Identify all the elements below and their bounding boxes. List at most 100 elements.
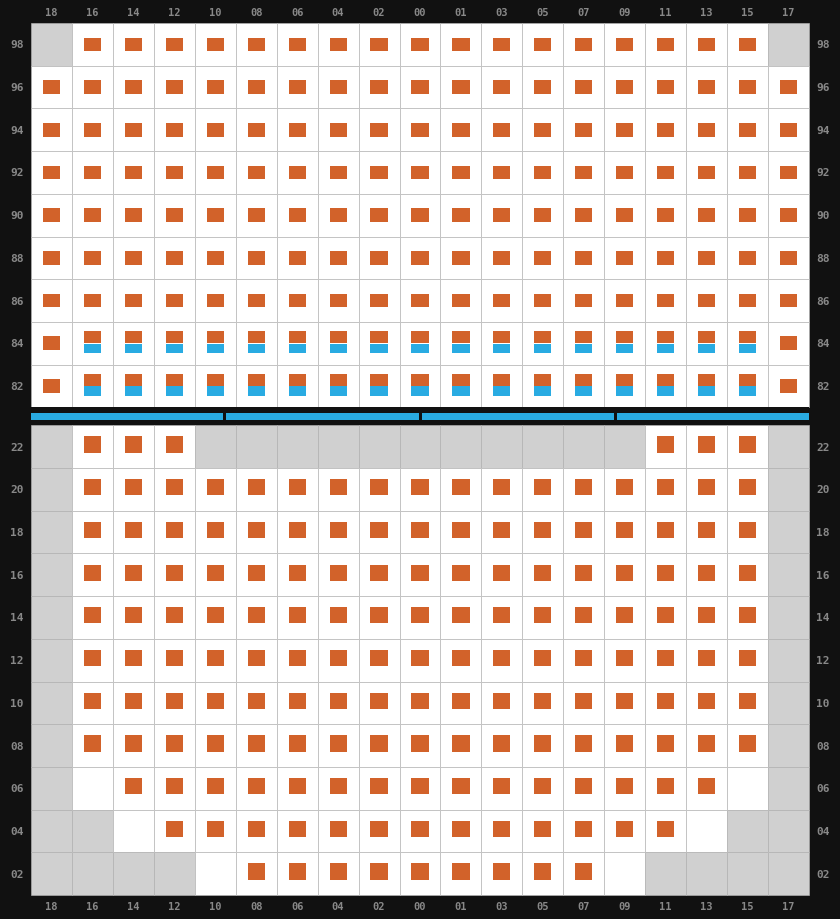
Bar	[481, 365, 522, 408]
Bar	[657, 252, 675, 266]
Bar	[154, 365, 195, 408]
Bar	[113, 767, 154, 810]
Bar	[113, 237, 154, 280]
Bar	[370, 735, 387, 752]
Bar	[645, 237, 686, 280]
Bar	[412, 210, 428, 222]
Bar	[768, 195, 809, 237]
Bar	[440, 323, 481, 365]
Bar	[698, 565, 715, 581]
Bar	[686, 810, 727, 853]
Bar	[154, 639, 195, 682]
Bar	[84, 651, 101, 666]
Bar	[165, 778, 183, 794]
Bar	[617, 414, 809, 420]
Bar	[780, 337, 797, 351]
Bar	[400, 810, 440, 853]
Bar	[248, 607, 265, 624]
Bar	[289, 651, 306, 666]
Text: 02: 02	[373, 8, 386, 18]
Bar	[207, 345, 224, 354]
Bar	[481, 237, 522, 280]
Bar	[248, 651, 265, 666]
Bar	[768, 425, 809, 469]
Bar	[645, 853, 686, 895]
Bar	[453, 345, 470, 354]
Bar	[686, 425, 727, 469]
Bar	[248, 522, 265, 539]
Bar	[564, 469, 604, 511]
Text: 02: 02	[373, 901, 386, 911]
Bar	[412, 332, 428, 344]
Bar	[329, 39, 347, 52]
Bar	[412, 778, 428, 794]
Bar	[370, 294, 387, 308]
Bar	[289, 387, 306, 396]
Text: 12: 12	[816, 655, 830, 665]
Bar	[453, 166, 470, 180]
Bar	[165, 294, 183, 308]
Bar	[493, 387, 511, 396]
Bar	[412, 480, 428, 495]
Bar	[289, 565, 306, 581]
Bar	[616, 345, 633, 354]
Bar	[276, 469, 318, 511]
Bar	[657, 778, 675, 794]
Bar	[493, 124, 511, 138]
Bar	[481, 109, 522, 152]
Bar	[154, 724, 195, 767]
Bar	[400, 682, 440, 724]
Bar	[564, 853, 604, 895]
Bar	[113, 511, 154, 554]
Text: 05: 05	[537, 901, 549, 911]
Text: 82: 82	[816, 381, 830, 391]
Bar	[440, 24, 481, 67]
Bar	[686, 67, 727, 109]
Bar	[698, 252, 715, 266]
Bar	[113, 67, 154, 109]
Bar	[481, 767, 522, 810]
Bar	[359, 724, 400, 767]
Bar	[440, 682, 481, 724]
Bar	[359, 639, 400, 682]
Bar	[329, 374, 347, 386]
Bar	[359, 596, 400, 639]
Bar	[72, 365, 113, 408]
Bar	[412, 651, 428, 666]
Bar	[72, 596, 113, 639]
Bar	[154, 767, 195, 810]
Text: 01: 01	[454, 8, 467, 18]
Bar	[768, 682, 809, 724]
Bar	[575, 522, 592, 539]
Bar	[616, 693, 633, 709]
Text: 92: 92	[816, 168, 830, 178]
Bar	[72, 682, 113, 724]
Bar	[31, 408, 809, 425]
Bar	[31, 724, 72, 767]
Bar	[236, 237, 276, 280]
Text: 90: 90	[10, 211, 24, 221]
Bar	[248, 565, 265, 581]
Bar	[522, 323, 564, 365]
Bar	[165, 210, 183, 222]
Bar	[400, 365, 440, 408]
Bar	[400, 152, 440, 195]
Bar	[493, 565, 511, 581]
Bar	[481, 724, 522, 767]
Text: 17: 17	[782, 8, 795, 18]
Bar	[768, 554, 809, 596]
Bar	[657, 480, 675, 495]
Bar	[575, 81, 592, 95]
Bar	[31, 195, 72, 237]
Bar	[727, 724, 768, 767]
Bar	[113, 639, 154, 682]
Bar	[72, 24, 113, 67]
Bar	[248, 864, 265, 879]
Bar	[412, 166, 428, 180]
Bar	[248, 345, 265, 354]
Bar	[616, 374, 633, 386]
Text: 98: 98	[10, 40, 24, 51]
Bar	[289, 693, 306, 709]
Text: 22: 22	[816, 442, 830, 452]
Bar	[440, 109, 481, 152]
